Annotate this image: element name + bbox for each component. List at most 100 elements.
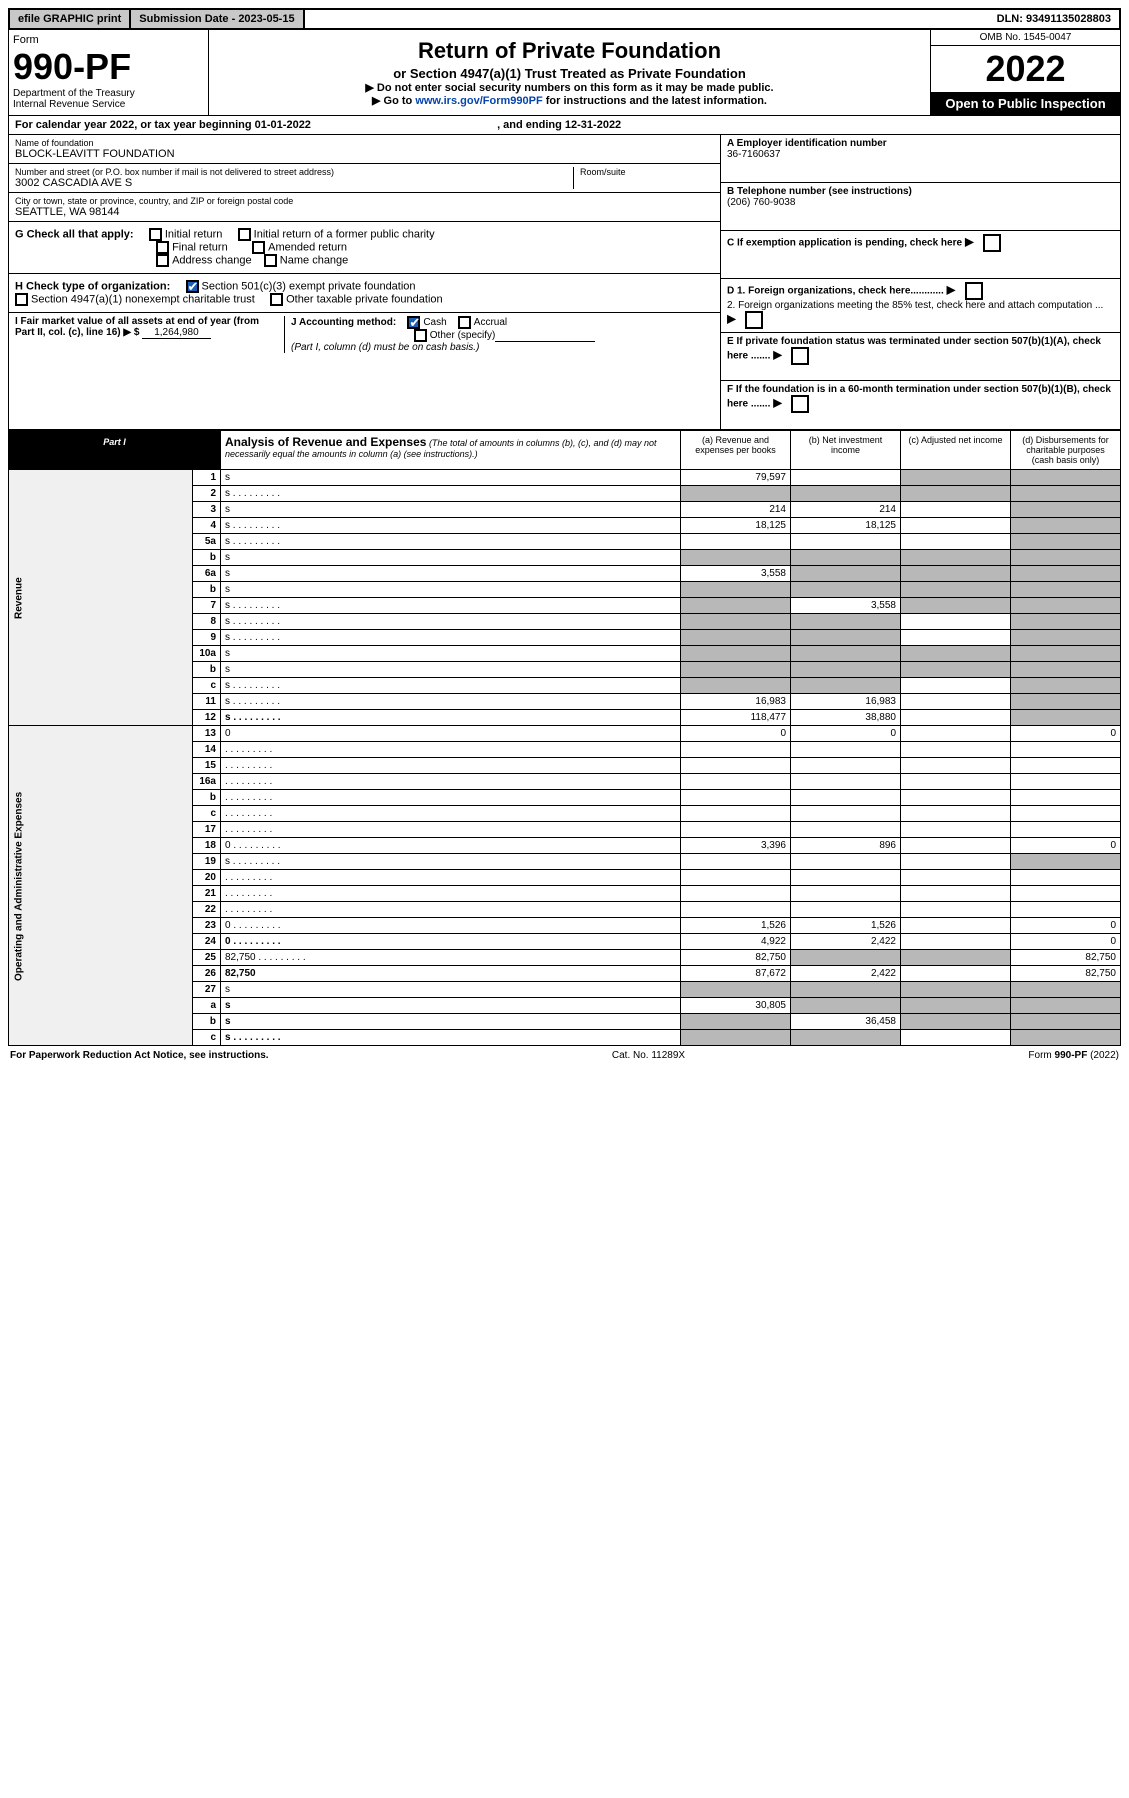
cb-initial-return[interactable]	[149, 228, 162, 241]
line-number: 10a	[193, 646, 221, 662]
line-description: s	[221, 566, 681, 582]
line-description: s	[221, 518, 681, 534]
form-subtitle: or Section 4947(a)(1) Trust Treated as P…	[215, 66, 924, 81]
g-opt-4: Address change	[172, 254, 252, 266]
c-label: C If exemption application is pending, c…	[727, 238, 962, 249]
value-cell	[791, 1030, 901, 1046]
value-cell	[901, 518, 1011, 534]
value-cell: 16,983	[791, 694, 901, 710]
line-description: s	[221, 998, 681, 1014]
value-cell	[681, 1014, 791, 1030]
value-cell	[901, 758, 1011, 774]
value-cell	[1011, 566, 1121, 582]
value-cell	[1011, 806, 1121, 822]
value-cell	[791, 486, 901, 502]
cb-other-method[interactable]	[414, 329, 427, 342]
value-cell	[681, 870, 791, 886]
expenses-side-label: Operating and Administrative Expenses	[9, 726, 193, 1046]
cb-cash[interactable]	[407, 316, 420, 329]
top-bar: efile GRAPHIC print Submission Date - 20…	[8, 8, 1121, 30]
efile-print-button[interactable]: efile GRAPHIC print	[10, 10, 131, 28]
value-cell	[791, 614, 901, 630]
value-cell	[791, 870, 901, 886]
col-d-header: (d) Disbursements for charitable purpose…	[1011, 431, 1121, 470]
line-number: 3	[193, 502, 221, 518]
value-cell	[791, 886, 901, 902]
value-cell	[1011, 694, 1121, 710]
line-number: 12	[193, 710, 221, 726]
value-cell	[901, 790, 1011, 806]
line-description: s	[221, 710, 681, 726]
cb-status-terminated[interactable]	[791, 347, 809, 365]
value-cell	[901, 774, 1011, 790]
calendar-year-row: For calendar year 2022, or tax year begi…	[8, 116, 1121, 135]
value-cell	[901, 854, 1011, 870]
cb-initial-former[interactable]	[238, 228, 251, 241]
cb-4947[interactable]	[15, 293, 28, 306]
room-label: Room/suite	[580, 167, 714, 177]
value-cell	[1011, 1030, 1121, 1046]
value-cell	[901, 1030, 1011, 1046]
line-number: 1	[193, 470, 221, 486]
addr-label: Number and street (or P.O. box number if…	[15, 167, 573, 177]
value-cell	[1011, 998, 1121, 1014]
line-number: 20	[193, 870, 221, 886]
instr-link[interactable]: www.irs.gov/Form990PF	[415, 95, 542, 107]
value-cell	[681, 598, 791, 614]
j-note: (Part I, column (d) must be on cash basi…	[291, 342, 479, 353]
form-title: Return of Private Foundation	[215, 38, 924, 64]
cb-other-taxable[interactable]	[270, 293, 283, 306]
submission-date: Submission Date - 2023-05-15	[131, 10, 304, 28]
value-cell	[1011, 1014, 1121, 1030]
line-description: s	[221, 582, 681, 598]
j-cash: Cash	[423, 317, 446, 328]
line-number: 6a	[193, 566, 221, 582]
table-row: Revenue1s79,597	[9, 470, 1121, 486]
cb-60-month[interactable]	[791, 395, 809, 413]
h-opt-3: Other taxable private foundation	[286, 293, 443, 305]
value-cell	[681, 806, 791, 822]
cb-address-change[interactable]	[156, 254, 169, 267]
value-cell	[901, 710, 1011, 726]
instr-ssn: ▶ Do not enter social security numbers o…	[215, 81, 924, 94]
value-cell	[791, 550, 901, 566]
cb-accrual[interactable]	[458, 316, 471, 329]
cb-amended-return[interactable]	[252, 241, 265, 254]
value-cell	[791, 998, 901, 1014]
value-cell: 3,396	[681, 838, 791, 854]
line-description: 0	[221, 838, 681, 854]
cb-foreign-85[interactable]	[745, 311, 763, 329]
footer-right: Form 990-PF (2022)	[1028, 1050, 1119, 1061]
value-cell	[901, 934, 1011, 950]
addr-value: 3002 CASCADIA AVE S	[15, 177, 573, 189]
line-description: s	[221, 982, 681, 998]
col-c-header: (c) Adjusted net income	[901, 431, 1011, 470]
line-number: 17	[193, 822, 221, 838]
cb-foreign-org[interactable]	[965, 282, 983, 300]
cb-final-return[interactable]	[156, 241, 169, 254]
value-cell	[901, 982, 1011, 998]
line-number: b	[193, 790, 221, 806]
cb-501c3[interactable]	[186, 280, 199, 293]
line-number: 15	[193, 758, 221, 774]
cb-exemption-pending[interactable]	[983, 234, 1001, 252]
value-cell	[1011, 614, 1121, 630]
value-cell	[791, 566, 901, 582]
line-description: s	[221, 854, 681, 870]
line-description: 82,750	[221, 950, 681, 966]
value-cell	[901, 550, 1011, 566]
cb-name-change[interactable]	[264, 254, 277, 267]
value-cell	[681, 550, 791, 566]
value-cell	[791, 982, 901, 998]
line-number: 21	[193, 886, 221, 902]
calyear-end: 12-31-2022	[565, 119, 621, 131]
form-number: 990-PF	[13, 46, 204, 88]
value-cell: 0	[681, 726, 791, 742]
value-cell	[1011, 886, 1121, 902]
value-cell	[791, 678, 901, 694]
value-cell	[681, 486, 791, 502]
value-cell	[1011, 630, 1121, 646]
value-cell	[901, 470, 1011, 486]
line-number: 19	[193, 854, 221, 870]
value-cell	[901, 918, 1011, 934]
